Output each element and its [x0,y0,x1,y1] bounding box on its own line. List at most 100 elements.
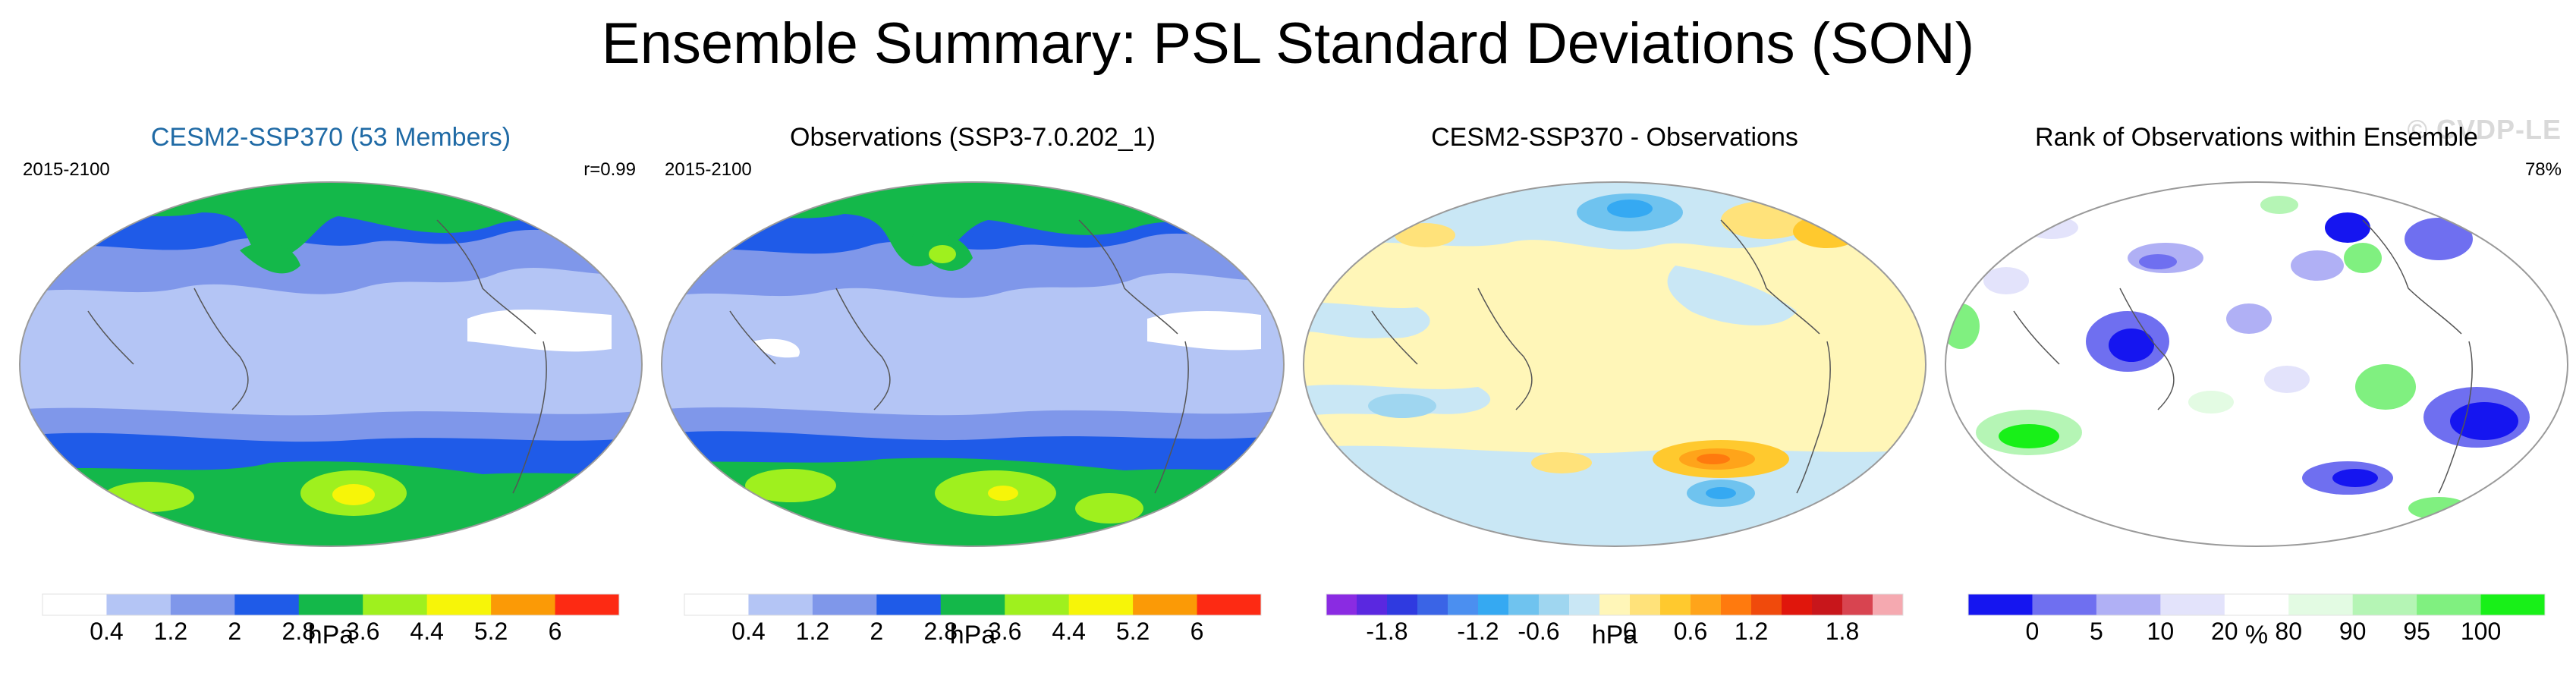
colorbar-tick-label: 5 [2090,618,2103,645]
colorbar-swatch [2417,594,2482,615]
colorbar-unit: hPa [949,621,996,649]
colorbar-swatch [363,594,428,615]
colorbar-swatch [1326,594,1357,615]
colorbar-swatch [106,594,171,615]
colorbar-tick-label: 5.2 [1116,618,1150,645]
period-label: 2015-2100 [665,159,752,180]
colorbar-tick-label: 2.8 [282,618,316,645]
colorbar-tick-label: 6 [549,618,562,645]
colorbar-tick-label: 80 [2275,618,2302,645]
panel-observations: Observations (SSP3-7.0.202_1) 2015-2100 [654,114,1291,675]
colorbar-tick-label: 0 [2026,618,2040,645]
panel-title: Rank of Observations within Ensemble [2035,123,2478,152]
colorbar-tick-label: 95 [2403,618,2430,645]
colorbar-frame [684,593,1262,616]
colorbar-swatch [426,594,492,615]
colorbar-unit: hPa [307,621,354,649]
colorbar-tick-label: 0.4 [90,618,123,645]
colorbar-swatch [1448,594,1479,615]
colorbar-swatch [812,594,877,615]
colorbar-tick-label: 1.2 [154,618,187,645]
colorbar-frame [1967,593,2546,616]
colorbar-swatch [1133,594,1198,615]
colorbar-swatch [1478,594,1509,615]
colorbar-swatch [298,594,363,615]
colorbar-swatch [876,594,942,615]
psl-stddev-difference-map [1303,181,1926,547]
colorbar-swatch [2032,594,2097,615]
colorbar-swatch [748,594,813,615]
colorbar-tick-label: 2.8 [924,618,958,645]
colorbar-swatch [234,594,300,615]
colorbar: -1.8 -1.2 -0.6 0 0.6 1.2 1.8 [1326,593,1904,645]
colorbar-swatch [1005,594,1070,615]
colorbar-swatch [684,594,749,615]
colorbar-frame [1326,593,1904,616]
colorbar-tick-label: 1.2 [1735,618,1768,645]
colorbar-tick-label: 90 [2339,618,2367,645]
panel-title: CESM2-SSP370 (53 Members) [150,123,511,152]
panel-ensemble-mean: CESM2-SSP370 (53 Members) 2015-2100 r=0.… [12,114,650,675]
panel-rank: © CVDP-LE Rank of Observations within En… [1938,114,2575,675]
colorbar-frame [42,593,620,616]
colorbar-swatch [1782,594,1813,615]
colorbar-swatch [1599,594,1631,615]
panel-title: CESM2-SSP370 - Observations [1431,123,1798,152]
colorbar-swatch [1660,594,1691,615]
colorbar-swatch [2096,594,2161,615]
panel-title: Observations (SSP3-7.0.202_1) [790,123,1156,152]
colorbar-swatch [1968,594,2033,615]
colorbar-swatch [2160,594,2225,615]
colorbar-tick-label: 20 [2211,618,2238,645]
colorbar-tick-label: 4.4 [410,618,443,645]
colorbar-swatch [1721,594,1752,615]
period-label: 2015-2100 [23,159,110,180]
watermark: © CVDP-LE [2407,114,2562,145]
colorbar-swatch [1873,594,1904,615]
colorbar-swatch [1387,594,1418,615]
colorbar-tick-label: 0.6 [1674,618,1707,645]
colorbar-swatch [1508,594,1540,615]
figure-title: Ensemble Summary: PSL Standard Deviation… [601,11,1975,76]
colorbar-swatch [1812,594,1843,615]
colorbar-unit: hPa [1591,621,1638,649]
colorbar: 0.4 1.2 2 2.8 3.6 4.4 5.2 6 [42,593,620,645]
colorbar-tick-label: 4.4 [1052,618,1085,645]
colorbar-swatch [555,594,620,615]
colorbar-tick-label: 0 [1623,618,1637,645]
colorbar-swatch [2288,594,2354,615]
colorbar-tick-label: -1.8 [1366,618,1408,645]
colorbar-swatch [2480,594,2546,615]
colorbar-tick-label: 6 [1190,618,1204,645]
colorbar: 0.4 1.2 2 2.8 3.6 4.4 5.2 6 [684,593,1262,645]
colorbar-swatch [42,594,107,615]
colorbar-tick-label: 1.8 [1826,618,1859,645]
colorbar-swatch [940,594,1005,615]
colorbar-swatch [170,594,235,615]
colorbar-swatch [1197,594,1262,615]
colorbar-tick-label: 0.4 [731,618,765,645]
colorbar: 0 5 10 20 80 90 95 100 [1967,593,2546,645]
colorbar-swatch [2224,594,2289,615]
colorbar-swatch [1569,594,1600,615]
colorbar-tick-label: -1.2 [1457,618,1499,645]
colorbar-swatch [2352,594,2417,615]
colorbar-tick-label: -0.6 [1518,618,1559,645]
rank-map [1945,181,2568,547]
psl-stddev-map-model [19,181,643,547]
colorbar-tick-label: 3.6 [346,618,379,645]
psl-stddev-map-obs [661,181,1285,547]
colorbar-swatch [1539,594,1570,615]
pattern-correlation: r=0.99 [583,159,636,180]
colorbar-tick-label: 10 [2147,618,2175,645]
colorbar-tick-label: 2 [228,618,241,645]
colorbar-tick-label: 3.6 [988,618,1021,645]
colorbar-swatch [1842,594,1873,615]
colorbar-unit: % [2244,621,2269,649]
rank-summary: 78% [2524,159,2562,180]
colorbar-tick-label: 5.2 [474,618,508,645]
colorbar-tick-label: 100 [2461,618,2501,645]
colorbar-swatch [491,594,556,615]
colorbar-swatch [1357,594,1388,615]
panel-difference: CESM2-SSP370 - Observations [1296,114,1933,675]
